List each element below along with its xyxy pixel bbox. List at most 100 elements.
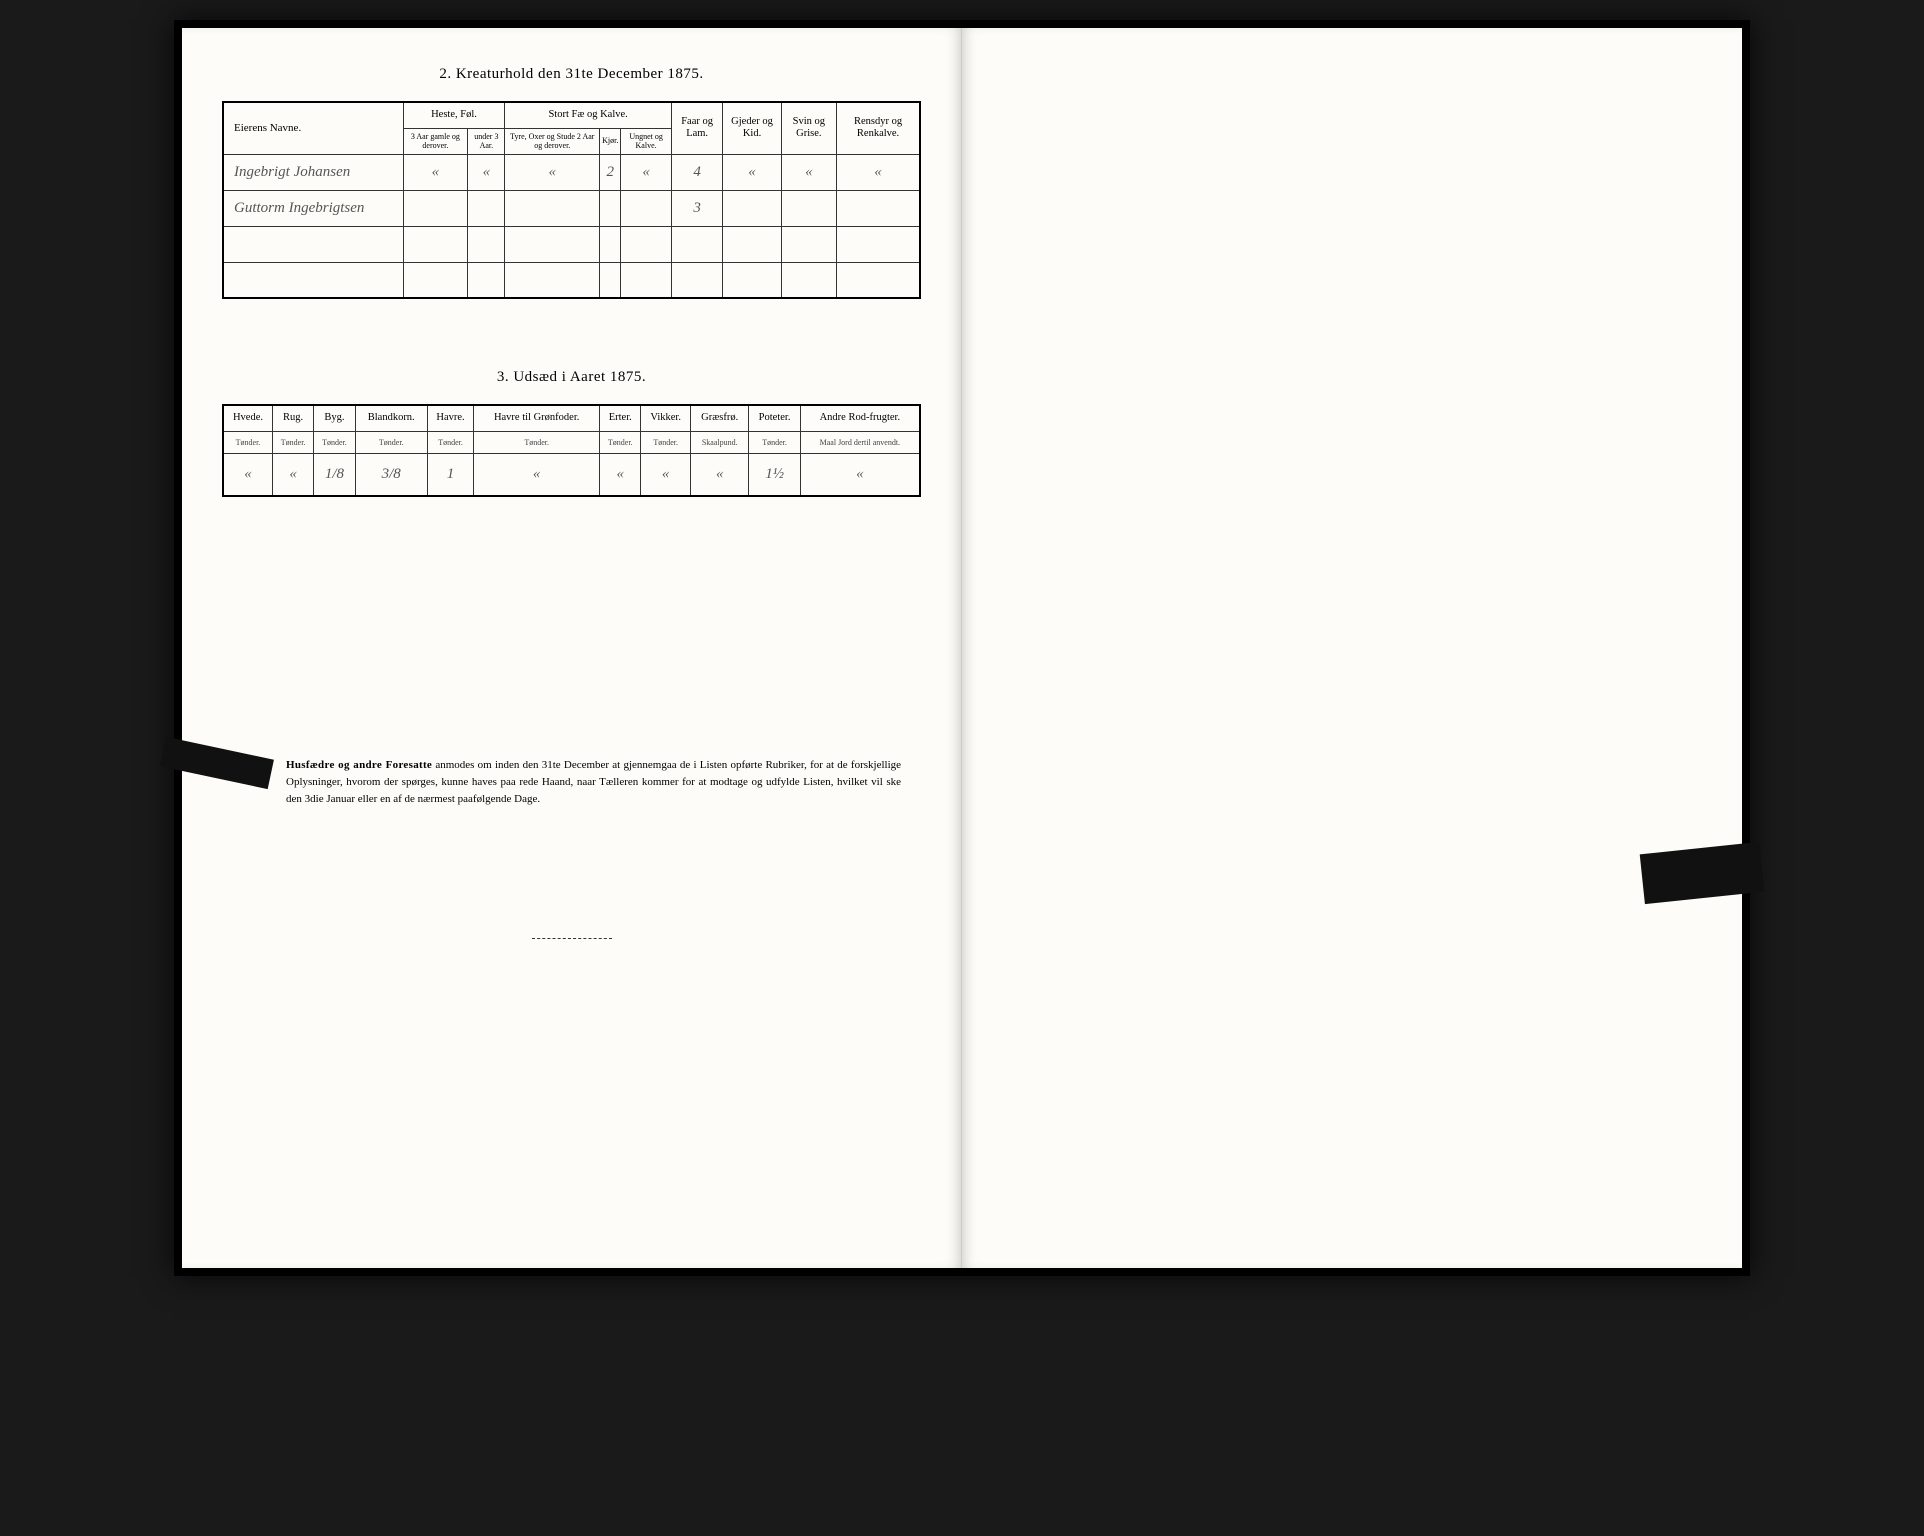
- seed-col-label: Vikker.: [641, 405, 691, 431]
- value-cell: [505, 262, 600, 298]
- value-cell: «: [723, 154, 781, 190]
- value-cell: «: [403, 154, 468, 190]
- value-cell: [621, 226, 671, 262]
- value-cell: [403, 226, 468, 262]
- col-reindeer: Rensdyr og Renkalve.: [837, 102, 920, 154]
- seed-value-cell: 1: [427, 454, 473, 496]
- col-cattle-young: Ungnet og Kalve.: [621, 128, 671, 154]
- owner-name-cell: Guttorm Ingebrigtsen: [223, 190, 403, 226]
- value-cell: «: [837, 154, 920, 190]
- footer-note: Husfædre og andre Foresatte anmodes om i…: [222, 757, 921, 808]
- seed-table: Hvede.Rug.Byg.Blandkorn.Havre.Havre til …: [222, 404, 921, 497]
- seed-col-unit: Tønder.: [600, 431, 641, 454]
- col-group-horses: Heste, Føl.: [403, 102, 505, 128]
- seed-col-label: Havre.: [427, 405, 473, 431]
- col-cattle-bulls: Tyre, Oxer og Stude 2 Aar og derover.: [505, 128, 600, 154]
- seed-col-unit: Tønder.: [427, 431, 473, 454]
- left-page: 2. Kreaturhold den 31te December 1875. E…: [182, 28, 962, 1268]
- col-horses-young: under 3 Aar.: [468, 128, 505, 154]
- book-spread: 2. Kreaturhold den 31te December 1875. E…: [174, 20, 1750, 1276]
- seed-col-unit: Tønder.: [749, 431, 800, 454]
- value-cell: [723, 190, 781, 226]
- table-row: Guttorm Ingebrigtsen 3: [223, 190, 920, 226]
- value-cell: [600, 262, 621, 298]
- value-cell: [621, 262, 671, 298]
- seed-value-cell: «: [641, 454, 691, 496]
- value-cell: «: [468, 154, 505, 190]
- col-group-cattle: Stort Fæ og Kalve.: [505, 102, 671, 128]
- seed-value-cell: 3/8: [355, 454, 427, 496]
- right-page: [962, 28, 1742, 1268]
- seed-col-unit: Maal Jord dertil anvendt.: [800, 431, 920, 454]
- owner-name-cell: Ingebrigt Johansen: [223, 154, 403, 190]
- table-row: [223, 262, 920, 298]
- livestock-table: Eierens Navne. Heste, Føl. Stort Fæ og K…: [222, 101, 921, 299]
- col-pigs: Svin og Grise.: [781, 102, 837, 154]
- value-cell: [837, 190, 920, 226]
- seed-value-cell: «: [223, 454, 272, 496]
- seed-col-label: Byg.: [314, 405, 355, 431]
- page-tab-left: [160, 737, 274, 789]
- value-cell: [468, 190, 505, 226]
- value-cell: [600, 190, 621, 226]
- value-cell: «: [621, 154, 671, 190]
- col-owner-name: Eierens Navne.: [223, 102, 403, 154]
- seed-col-label: Andre Rod-frugter.: [800, 405, 920, 431]
- seed-col-unit: Tønder.: [272, 431, 313, 454]
- seed-col-unit: Tønder.: [314, 431, 355, 454]
- value-cell: [505, 190, 600, 226]
- value-cell: [403, 190, 468, 226]
- seed-value-cell: 1/8: [314, 454, 355, 496]
- seed-value-cell: «: [600, 454, 641, 496]
- table-row: [223, 226, 920, 262]
- value-cell: 3: [671, 190, 723, 226]
- seed-col-label: Erter.: [600, 405, 641, 431]
- value-cell: «: [781, 154, 837, 190]
- seed-value-cell: 1½: [749, 454, 800, 496]
- section1-title: 2. Kreaturhold den 31te December 1875.: [222, 66, 921, 83]
- section2-title: 3. Udsæd i Aaret 1875.: [222, 369, 921, 386]
- value-cell: [403, 262, 468, 298]
- value-cell: 2: [600, 154, 621, 190]
- col-sheep: Faar og Lam.: [671, 102, 723, 154]
- value-cell: «: [505, 154, 600, 190]
- footer-text: Husfædre og andre Foresatte anmodes om i…: [286, 757, 901, 808]
- owner-name-cell: [223, 226, 403, 262]
- value-cell: [468, 262, 505, 298]
- value-cell: [600, 226, 621, 262]
- value-cell: [781, 190, 837, 226]
- seed-col-label: Hvede.: [223, 405, 272, 431]
- value-cell: [671, 262, 723, 298]
- seed-col-unit: Tønder.: [474, 431, 600, 454]
- seed-col-unit: Tønder.: [355, 431, 427, 454]
- bottom-rule: [532, 938, 612, 939]
- seed-col-label: Blandkorn.: [355, 405, 427, 431]
- col-horses-old: 3 Aar gamle og derover.: [403, 128, 468, 154]
- col-cattle-cows: Kjør.: [600, 128, 621, 154]
- page-tab-right: [1640, 842, 1765, 904]
- seed-value-cell: «: [690, 454, 749, 496]
- value-cell: [837, 262, 920, 298]
- seed-value-cell: «: [800, 454, 920, 496]
- seed-col-label: Græsfrø.: [690, 405, 749, 431]
- seed-col-unit: Tønder.: [641, 431, 691, 454]
- value-cell: [781, 226, 837, 262]
- footer-lead: Husfædre og andre Foresatte: [286, 759, 432, 771]
- table-row: Ingebrigt Johansen«««2«4«««: [223, 154, 920, 190]
- value-cell: [468, 226, 505, 262]
- value-cell: 4: [671, 154, 723, 190]
- seed-col-label: Havre til Grønfoder.: [474, 405, 600, 431]
- col-goats: Gjeder og Kid.: [723, 102, 781, 154]
- value-cell: [671, 226, 723, 262]
- value-cell: [505, 226, 600, 262]
- value-cell: [621, 190, 671, 226]
- seed-col-unit: Tønder.: [223, 431, 272, 454]
- seed-value-cell: «: [272, 454, 313, 496]
- seed-col-unit: Skaalpund.: [690, 431, 749, 454]
- value-cell: [723, 226, 781, 262]
- value-cell: [837, 226, 920, 262]
- seed-value-cell: «: [474, 454, 600, 496]
- owner-name-cell: [223, 262, 403, 298]
- seed-col-label: Poteter.: [749, 405, 800, 431]
- value-cell: [781, 262, 837, 298]
